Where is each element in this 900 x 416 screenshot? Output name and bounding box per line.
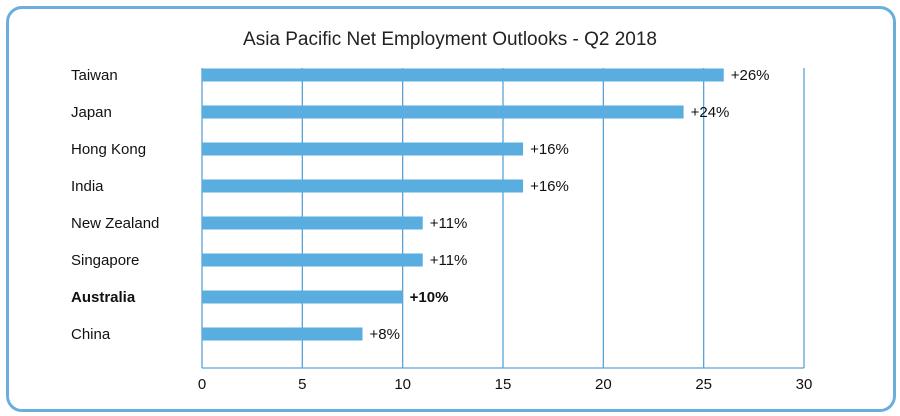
x-tick-label: 15	[495, 376, 512, 393]
bar	[202, 290, 403, 304]
data-label: +11%	[430, 252, 468, 269]
bar	[202, 142, 524, 156]
bar	[202, 179, 524, 193]
x-tick-label: 5	[298, 376, 306, 393]
category-label: New Zealand	[71, 215, 159, 232]
category-label: Australia	[71, 289, 136, 306]
x-tick-label: 30	[796, 376, 813, 393]
data-label: +16%	[530, 178, 569, 195]
bar	[202, 68, 724, 82]
value-labels: +26% +24% +16% +16% +11% +11% +10% +8%	[370, 67, 770, 343]
bars	[202, 68, 724, 341]
category-label: Japan	[71, 104, 112, 121]
category-label: China	[71, 326, 111, 343]
bar	[202, 216, 423, 230]
bar	[202, 253, 423, 267]
x-tick-label: 25	[695, 376, 712, 393]
x-axis-ticks: 0 5 10 15 20 25 30	[198, 376, 813, 393]
x-tick-label: 0	[198, 376, 206, 393]
data-label: +26%	[731, 67, 770, 84]
data-label: +11%	[430, 215, 468, 232]
category-label: Taiwan	[71, 67, 118, 84]
category-label: Hong Kong	[71, 141, 146, 158]
category-label: India	[71, 178, 104, 195]
x-tick-label: 10	[394, 376, 411, 393]
bar	[202, 327, 363, 341]
bar	[202, 105, 684, 119]
category-labels: Taiwan Japan Hong Kong India New Zealand Sing…	[71, 67, 159, 343]
chart-title: Asia Pacific Net Employment Outlooks - Q…	[243, 29, 657, 50]
data-label: +16%	[530, 141, 569, 158]
data-label: +10%	[410, 289, 449, 306]
data-label: +8%	[370, 326, 400, 343]
x-tick-label: 20	[595, 376, 612, 393]
category-label: Singapore	[71, 252, 139, 269]
data-label: +24%	[691, 104, 730, 121]
